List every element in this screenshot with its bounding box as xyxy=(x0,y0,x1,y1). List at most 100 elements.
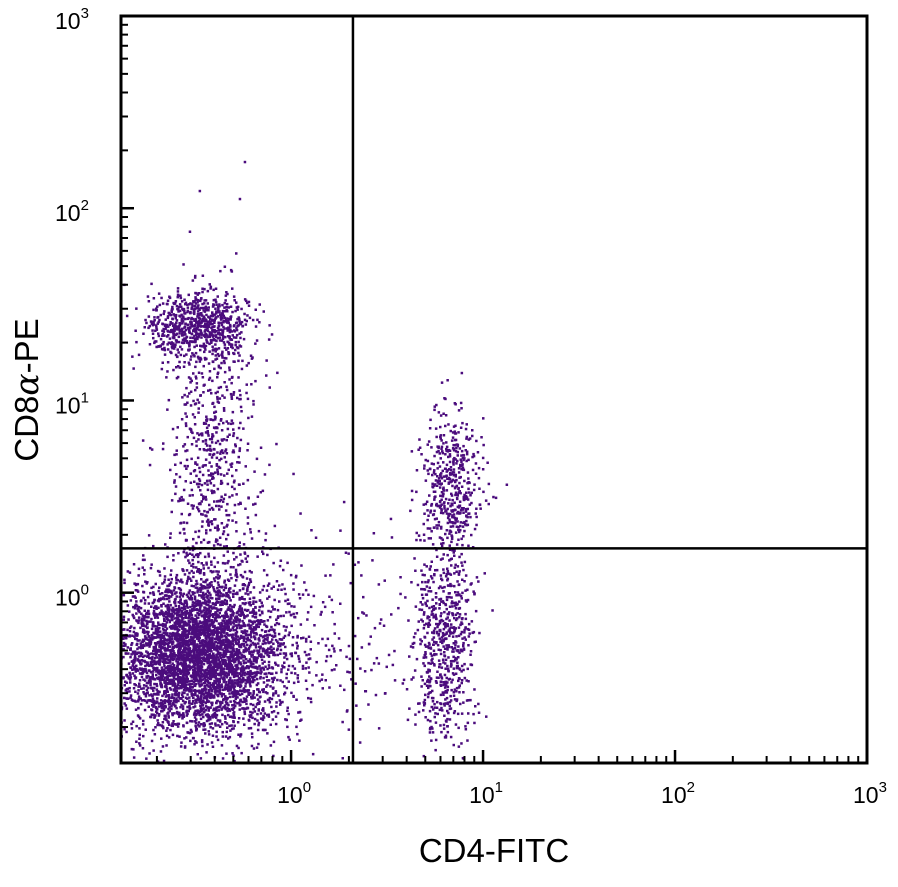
data-point xyxy=(232,633,235,636)
data-point xyxy=(142,622,145,625)
data-point xyxy=(171,322,174,325)
data-point xyxy=(188,345,191,348)
data-point xyxy=(212,577,216,580)
data-point xyxy=(170,655,173,658)
data-point xyxy=(140,612,143,615)
data-point xyxy=(236,592,239,596)
data-point xyxy=(161,624,165,627)
data-point xyxy=(222,341,226,344)
data-point xyxy=(197,721,201,724)
data-point xyxy=(189,605,192,609)
data-point xyxy=(200,596,204,599)
data-point xyxy=(194,297,198,301)
data-point xyxy=(222,359,226,363)
data-point xyxy=(152,600,156,604)
data-point xyxy=(181,705,185,708)
data-point xyxy=(193,595,197,598)
data-point xyxy=(263,660,266,663)
data-point xyxy=(195,622,198,625)
data-point xyxy=(150,708,153,711)
data-point xyxy=(166,661,169,665)
data-point xyxy=(213,672,216,675)
data-point xyxy=(175,591,178,594)
data-point xyxy=(183,641,187,644)
data-point xyxy=(229,676,232,680)
data-point xyxy=(208,628,212,632)
data-point xyxy=(224,645,227,648)
data-point xyxy=(200,710,203,713)
data-point xyxy=(162,617,166,620)
data-point xyxy=(194,337,197,340)
data-point xyxy=(130,727,134,730)
data-point xyxy=(168,635,171,639)
data-point xyxy=(184,337,187,340)
data-point xyxy=(207,625,211,628)
data-point xyxy=(215,713,219,717)
data-point xyxy=(253,710,257,713)
data-point xyxy=(234,674,238,678)
data-point xyxy=(226,627,229,630)
data-point xyxy=(152,636,156,639)
data-point xyxy=(218,647,222,651)
data-point xyxy=(237,623,241,626)
data-point xyxy=(198,710,201,714)
data-point xyxy=(271,687,275,690)
data-point xyxy=(198,360,202,363)
data-point xyxy=(171,593,174,596)
data-point xyxy=(175,340,178,344)
data-point xyxy=(171,329,175,332)
data-point xyxy=(190,332,194,335)
data-point xyxy=(175,671,178,674)
data-point xyxy=(216,336,220,340)
data-point xyxy=(201,744,204,748)
data-point xyxy=(134,633,138,637)
data-point xyxy=(169,536,172,539)
data-point xyxy=(136,692,140,695)
data-point xyxy=(175,698,178,702)
data-point xyxy=(177,692,180,696)
data-point xyxy=(150,693,153,696)
data-point xyxy=(154,329,157,332)
data-point xyxy=(232,687,236,690)
data-point xyxy=(223,655,226,659)
data-point xyxy=(218,615,221,619)
data-point xyxy=(252,600,255,603)
data-point xyxy=(222,649,226,653)
data-point xyxy=(158,690,161,694)
data-point xyxy=(169,573,172,577)
data-point xyxy=(206,743,209,746)
data-point xyxy=(140,675,144,679)
data-point xyxy=(155,607,158,610)
data-point xyxy=(234,309,237,313)
data-point xyxy=(139,654,143,658)
data-point xyxy=(197,307,200,310)
data-point xyxy=(181,634,184,637)
data-point xyxy=(266,636,269,639)
data-point xyxy=(251,711,254,714)
data-point xyxy=(197,679,200,682)
data-point xyxy=(209,338,213,342)
data-point xyxy=(228,660,232,663)
data-point xyxy=(168,312,172,316)
data-point xyxy=(237,608,241,611)
data-point xyxy=(247,718,251,722)
data-point xyxy=(135,668,139,671)
data-point xyxy=(259,669,262,672)
data-point xyxy=(281,664,284,667)
data-point xyxy=(127,652,130,655)
data-point xyxy=(137,695,141,698)
data-point xyxy=(230,605,233,608)
data-point xyxy=(184,663,188,667)
data-point xyxy=(196,660,199,663)
data-point xyxy=(194,333,198,336)
data-point xyxy=(277,641,280,645)
data-point xyxy=(195,701,198,704)
data-point xyxy=(210,671,213,674)
data-point xyxy=(244,685,247,688)
data-point xyxy=(309,648,312,651)
data-point xyxy=(195,718,198,721)
data-point xyxy=(217,307,220,310)
data-point xyxy=(132,630,136,634)
data-point xyxy=(151,670,155,673)
data-point xyxy=(207,730,210,733)
